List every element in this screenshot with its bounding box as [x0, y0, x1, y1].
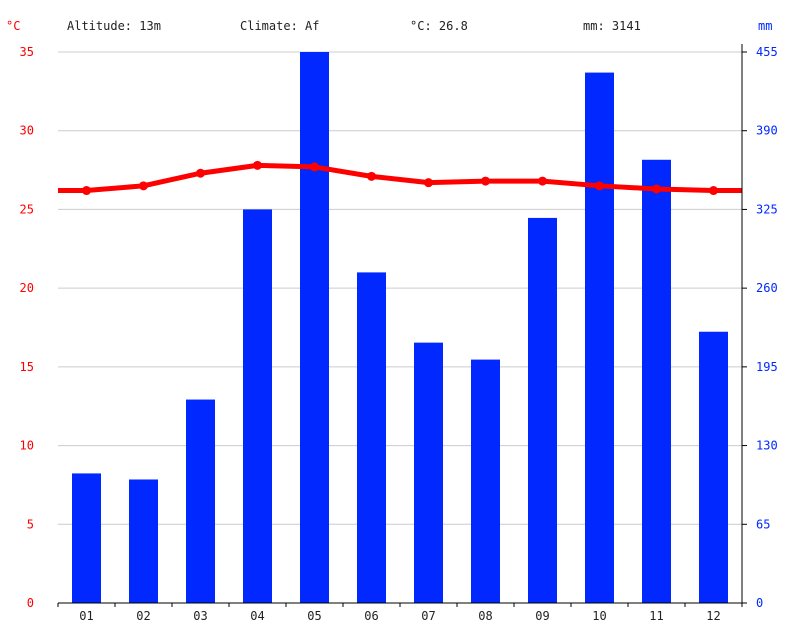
precipitation-bar — [585, 72, 614, 604]
right-tick-label: 325 — [756, 202, 778, 216]
right-tick-label: 260 — [756, 281, 778, 295]
right-tick-label: 65 — [756, 517, 770, 531]
right-tick-label: 0 — [756, 596, 763, 610]
right-tick-label: 130 — [756, 439, 778, 453]
temperature-point — [709, 186, 718, 196]
temperature-point — [538, 176, 547, 186]
temperature-point — [253, 160, 262, 170]
right-unit-label: mm — [758, 19, 772, 33]
left-tick-label: 25 — [20, 202, 34, 216]
climate-label: Climate: Af — [240, 19, 319, 33]
temperature-point — [652, 184, 661, 194]
right-tick-label: 195 — [756, 360, 778, 374]
month-label: 06 — [364, 609, 378, 623]
precipitation-bar — [528, 217, 557, 603]
month-label: 03 — [193, 609, 207, 623]
temperature-point — [424, 178, 433, 188]
precipitation-bars — [72, 52, 728, 604]
month-label: 05 — [307, 609, 321, 623]
month-label: 08 — [478, 609, 492, 623]
temperature-point — [139, 181, 148, 191]
left-tick-label: 15 — [20, 360, 34, 374]
precipitation-bar — [243, 209, 272, 603]
left-tick-label: 0 — [27, 596, 34, 610]
left-tick-label: 5 — [27, 517, 34, 531]
temperature-point — [481, 176, 490, 186]
temperature-line — [58, 160, 742, 196]
precipitation-bar — [186, 399, 215, 603]
month-label: 09 — [535, 609, 549, 623]
grid-lines — [58, 51, 742, 525]
temperature-point — [595, 181, 604, 191]
month-label: 01 — [79, 609, 93, 623]
month-label: 07 — [421, 609, 435, 623]
right-tick-label: 390 — [756, 124, 778, 138]
month-label: 04 — [250, 609, 264, 623]
precipitation-bar — [300, 52, 329, 603]
month-label: 11 — [649, 609, 663, 623]
right-tick-label: 455 — [756, 45, 778, 59]
month-label: 02 — [136, 609, 150, 623]
month-label: 10 — [592, 609, 606, 623]
month-label: 12 — [706, 609, 720, 623]
left-tick-label: 10 — [20, 439, 34, 453]
precipitation-bar — [471, 359, 500, 603]
avg-temp-label: °C: 26.8 — [410, 19, 468, 33]
precipitation-bar — [357, 272, 386, 603]
chart-header: °C Altitude: 13m Climate: Af °C: 26.8 mm… — [6, 19, 772, 33]
precipitation-bar — [642, 159, 671, 603]
temperature-point — [82, 186, 91, 196]
left-unit-label: °C — [6, 19, 20, 33]
precipitation-bar — [699, 331, 728, 603]
left-tick-label: 35 — [20, 45, 34, 59]
precipitation-bar — [414, 342, 443, 603]
precipitation-bar — [72, 473, 101, 603]
temperature-point — [367, 171, 376, 181]
precipitation-bar — [129, 479, 158, 603]
temperature-series-line — [58, 162, 742, 194]
altitude-label: Altitude: 13m — [67, 19, 161, 33]
left-tick-label: 30 — [20, 124, 34, 138]
temperature-point — [310, 162, 319, 172]
precip-total-label: mm: 3141 — [583, 19, 641, 33]
left-tick-label: 20 — [20, 281, 34, 295]
temperature-point — [196, 168, 205, 178]
